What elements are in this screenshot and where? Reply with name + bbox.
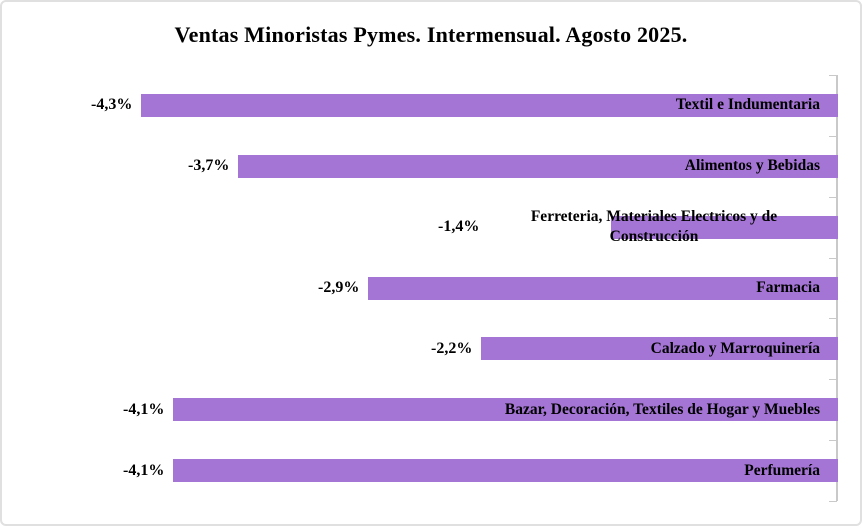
bar-value-label: -1,4% [438,218,480,235]
bar-category-label: Ferreteria, Materiales Electricos y de C… [530,208,778,245]
bar-category-label: Calzado y Marroquinería [650,340,820,358]
bar [141,94,838,117]
bar [481,337,838,360]
axis-tick [829,440,837,441]
axis-tick [829,197,837,198]
bar-value-label: -4,1% [123,462,165,479]
bar-value-label: -4,3% [91,96,133,113]
bar-category-label: Bazar, Decoración, Textiles de Hogar y M… [504,401,820,419]
bar-value-label: -4,1% [123,401,165,418]
bar-value-label: -2,9% [318,279,360,296]
bar-category-label: Perfumería [744,462,820,480]
bar-value-label: -2,2% [431,340,473,357]
axis-tick [829,136,837,137]
bar-category-label: Farmacia [756,279,820,297]
bar [238,155,838,178]
bar [173,459,838,482]
axis-tick [829,501,837,502]
chart-title: Ventas Minoristas Pymes. Intermensual. A… [174,22,688,47]
axis-tick [829,318,837,319]
bar-category-label: Alimentos y Bebidas [684,157,820,175]
axis-tick [829,75,837,76]
bar-category-label: Textil e Indumentaria [675,96,820,114]
axis-tick [829,379,837,380]
bar [368,277,838,300]
bar [173,398,838,421]
bar-value-label: -3,7% [188,157,230,174]
bar [611,216,838,239]
axis-tick [829,258,837,259]
